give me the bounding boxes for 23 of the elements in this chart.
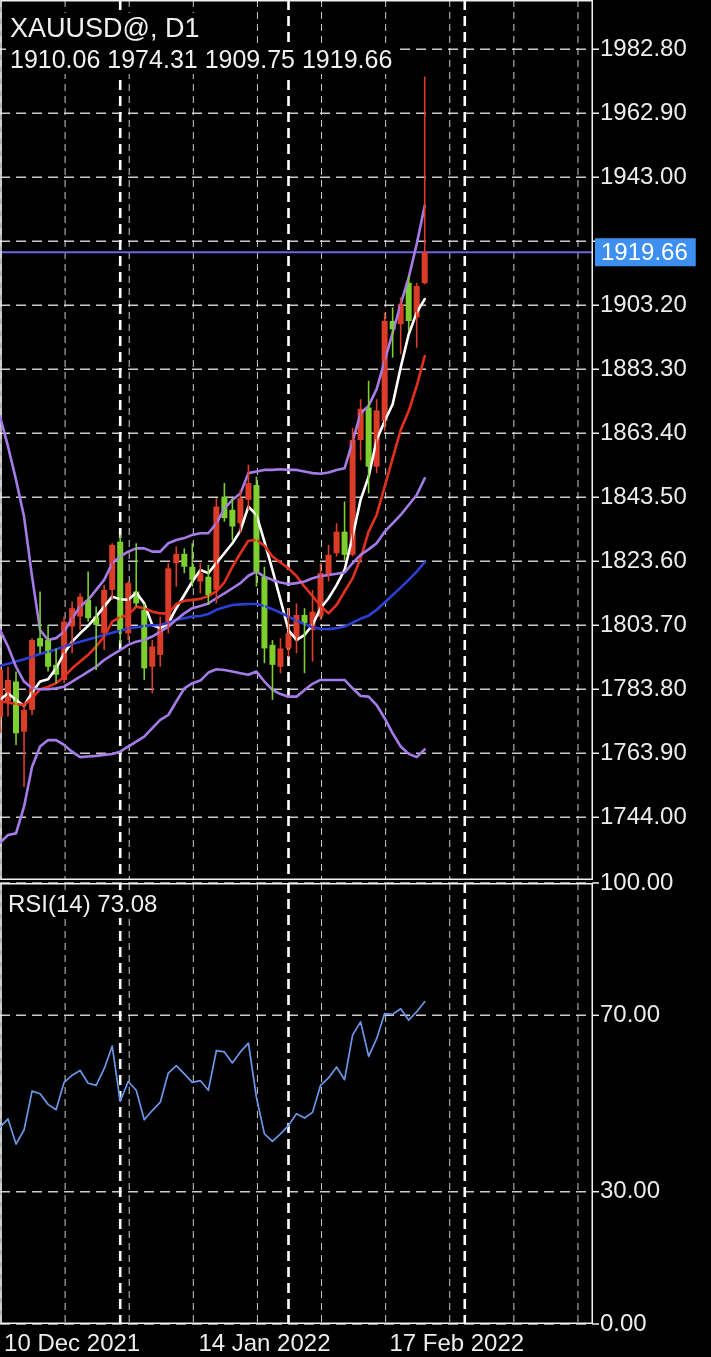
y-tick-label: 0.00 xyxy=(600,1308,647,1336)
y-tick-label: 1883.30 xyxy=(600,353,687,381)
ref-line-label: 1919.66 xyxy=(601,237,688,265)
x-tick-label: 17 Feb 2022 xyxy=(389,1329,525,1357)
y-tick-label: 1744.00 xyxy=(600,801,687,829)
y-tick-label: 1783.80 xyxy=(600,673,687,701)
x-tick-label: 10 Dec 2021 xyxy=(4,1329,141,1357)
y-tick-label: 1903.20 xyxy=(600,289,687,317)
text: 1910.06 1974.31 1909.75 1919.66 xyxy=(6,45,397,74)
y-tick-label: 1982.80 xyxy=(600,33,687,61)
y-tick-label: 1962.90 xyxy=(600,97,687,125)
y-tick-label: 1843.50 xyxy=(600,481,687,509)
y-tick-label: 100.00 xyxy=(600,867,674,895)
y-tick-label: 1863.40 xyxy=(600,417,687,445)
x-tick-label: 14 Jan 2022 xyxy=(198,1329,331,1357)
y-tick-label: 30.00 xyxy=(600,1176,661,1204)
y-tick-label: 1803.70 xyxy=(600,609,687,637)
chart-title: RSI(14) 73.08 xyxy=(4,890,162,918)
y-tick-label: 1943.00 xyxy=(600,161,687,189)
text: XAUUSD@, D1 xyxy=(6,13,204,44)
y-tick-label: 70.00 xyxy=(600,999,661,1027)
y-tick-label: 1823.60 xyxy=(600,545,687,573)
y-tick-label: 1763.90 xyxy=(600,737,687,765)
